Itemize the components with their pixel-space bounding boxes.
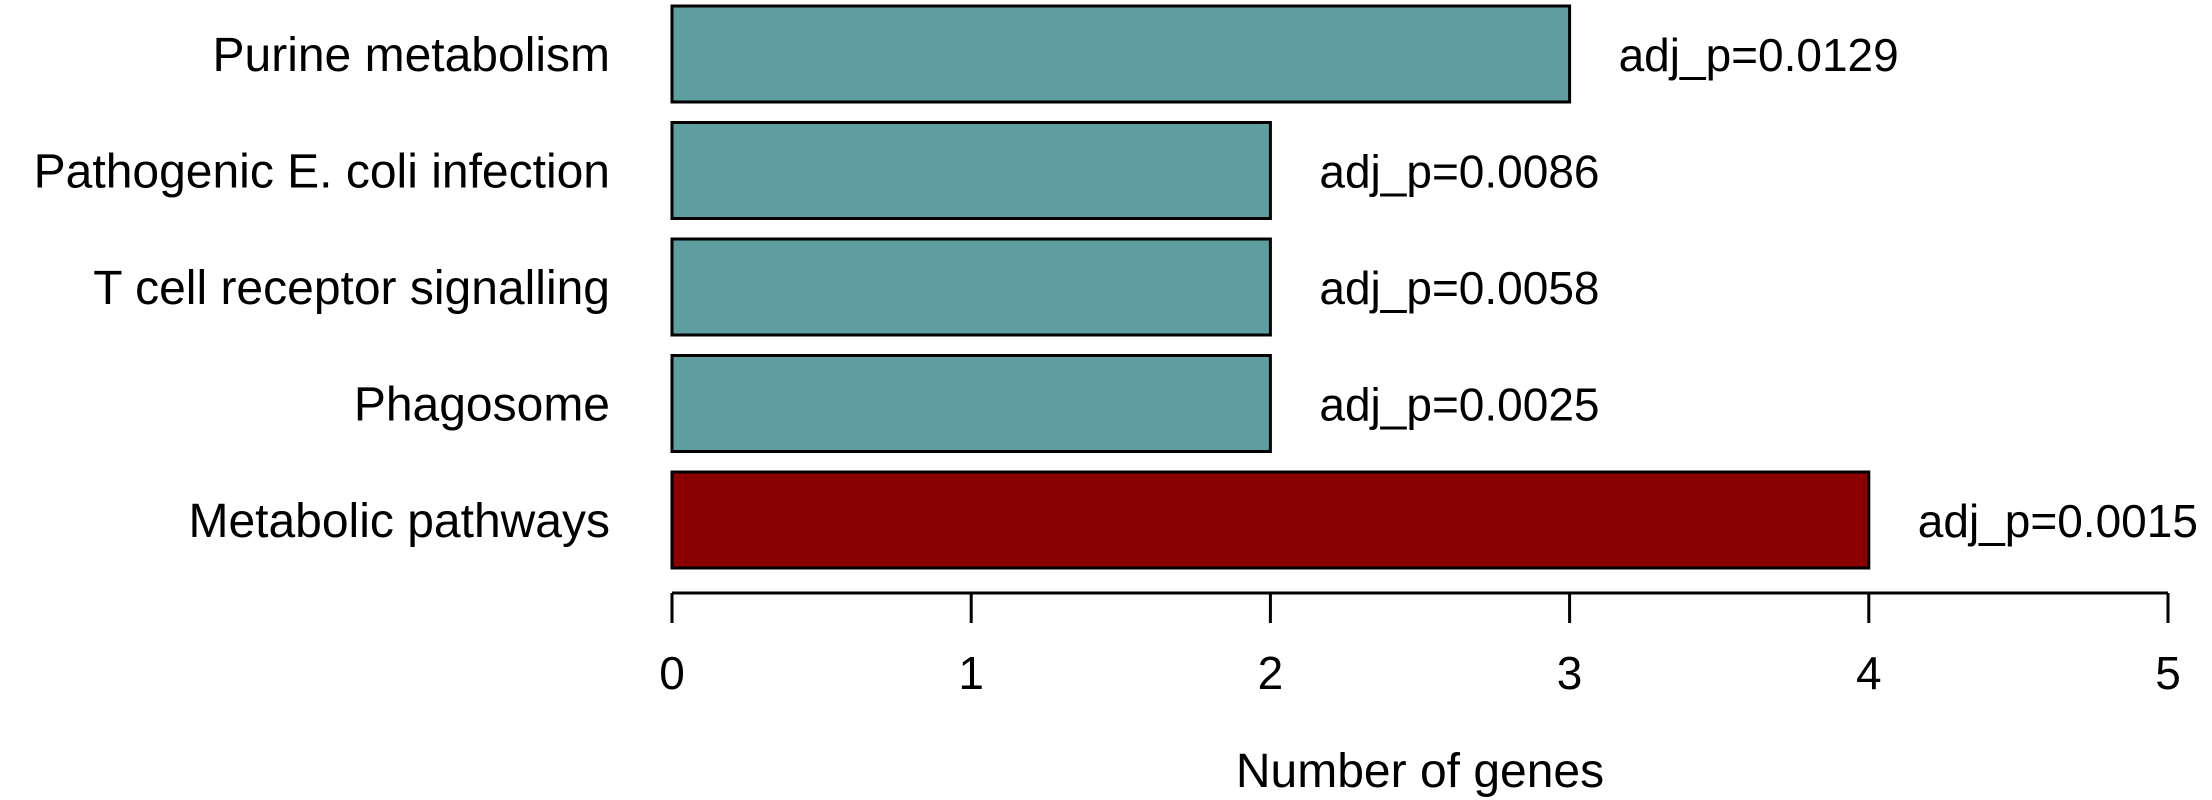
- bar-5: [670, 470, 1871, 570]
- bar-annotation-2: adj_p=0.0086: [1319, 146, 1599, 198]
- x-tick-label-3: 3: [1557, 647, 1583, 699]
- x-axis-title: Number of genes: [1236, 745, 1604, 798]
- x-tick-label-0: 0: [659, 647, 685, 699]
- bar-annotations: adj_p=0.0129 adj_p=0.0086 adj_p=0.0058 adj_…: [1319, 29, 2198, 547]
- bar-annotation-1: adj_p=0.0129: [1619, 29, 1899, 81]
- bar-2: [670, 121, 1272, 220]
- bar-4: [670, 354, 1272, 453]
- bar-3: [670, 237, 1272, 337]
- x-tick-label-5: 5: [2155, 647, 2181, 699]
- x-tick-label-4: 4: [1856, 647, 1882, 699]
- bars-layer: [670, 4, 1871, 570]
- bar-annotation-5: adj_p=0.0015: [1918, 495, 2198, 547]
- category-label-5: Metabolic pathways: [188, 495, 610, 548]
- x-tick-label-1: 1: [958, 647, 984, 699]
- x-axis: 0 1 2 3 4 5: [659, 591, 2181, 699]
- category-label-1: Purine metabolism: [213, 29, 611, 82]
- x-tick-label-2: 2: [1258, 647, 1284, 699]
- bar-1: [670, 4, 1572, 104]
- category-labels: Purine metabolism Pathogenic E. coli infe…: [34, 29, 610, 548]
- category-label-2: Pathogenic E. coli infection: [34, 146, 610, 199]
- bar-annotation-4: adj_p=0.0025: [1319, 379, 1599, 431]
- category-label-4: Phagosome: [354, 379, 610, 432]
- bar-annotation-3: adj_p=0.0058: [1319, 262, 1599, 314]
- category-label-3: T cell receptor signalling: [93, 262, 610, 315]
